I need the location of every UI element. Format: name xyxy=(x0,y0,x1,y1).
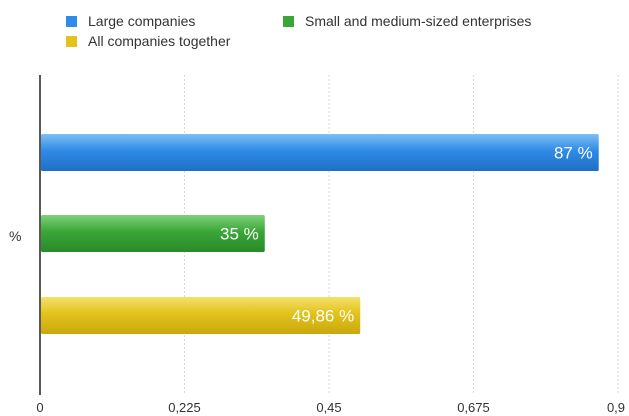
legend-item-sme: Small and medium-sized enterprises xyxy=(283,13,531,29)
legend-label-all: All companies together xyxy=(88,33,231,49)
bar xyxy=(41,297,361,334)
bar-value-label: 35 % xyxy=(220,225,259,244)
legend-swatch-sme xyxy=(283,15,294,27)
x-tick-label: 0,675 xyxy=(457,400,490,415)
bar-value-label: 49,86 % xyxy=(292,307,354,326)
category-label: % xyxy=(9,228,22,244)
x-tick-label: 0 xyxy=(36,400,43,415)
bar xyxy=(41,215,265,252)
bar-value-label: 87 % xyxy=(554,144,593,163)
legend-swatch-all xyxy=(66,35,77,47)
legend-item-all: All companies together xyxy=(66,33,230,49)
legend-swatch-large xyxy=(66,15,77,27)
legend-item-large: Large companies xyxy=(66,13,195,29)
x-tick-label: 0,9 xyxy=(607,400,625,415)
bar xyxy=(41,134,599,171)
legend-label-large: Large companies xyxy=(88,13,196,29)
legend-label-sme: Small and medium-sized enterprises xyxy=(305,13,532,29)
x-tick-label: 0,45 xyxy=(316,400,341,415)
x-tick-label: 0,225 xyxy=(168,400,201,415)
